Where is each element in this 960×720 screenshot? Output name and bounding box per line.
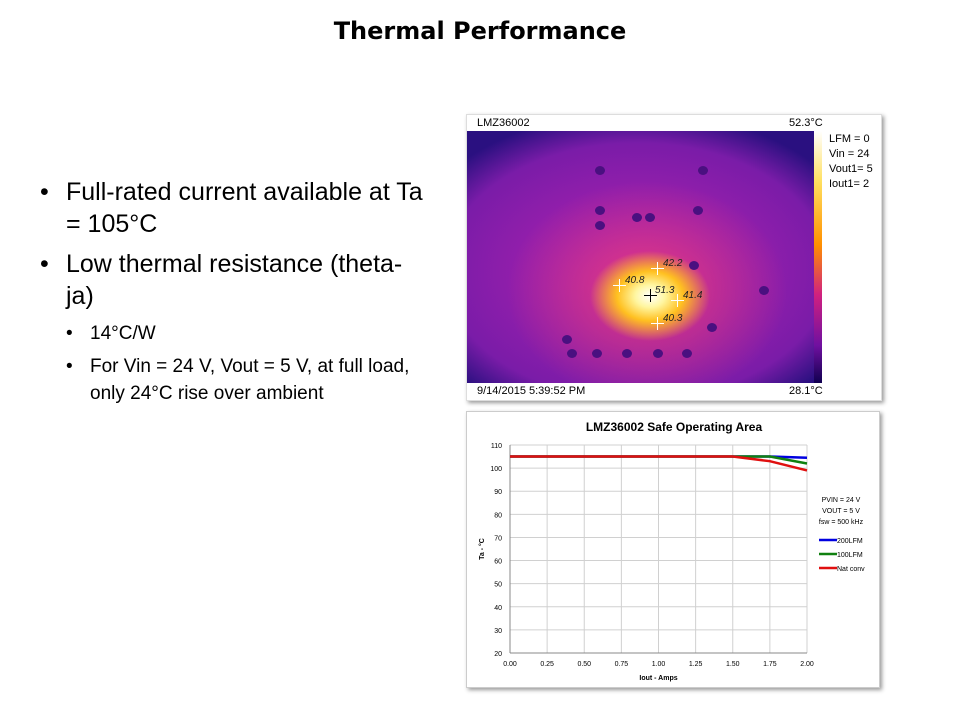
- chart-svg: LMZ36002 Safe Operating Area 0.00 0.25 0.50…: [478, 420, 865, 682]
- thermal-image: 51.3 42.2 40.8 41.4 40.3: [467, 131, 814, 383]
- annotation: fsw = 500 kHz: [819, 519, 864, 526]
- y-tick-label: 50: [494, 582, 502, 589]
- y-tick-label: 110: [491, 443, 502, 450]
- bullet: Low thermal resistance (theta-ja): [40, 248, 430, 312]
- x-tick-label: 0.50: [577, 661, 591, 668]
- bullet: Full-rated current available at Ta = 105…: [40, 176, 430, 240]
- y-axis-label: Ta - °C: [478, 538, 486, 560]
- x-tick-label: 0.00: [503, 661, 517, 668]
- condition: Vout1= 5: [829, 163, 873, 175]
- marker: [651, 317, 664, 330]
- slide-title: Thermal Performance: [333, 17, 627, 45]
- y-tick-label: 40: [494, 605, 502, 612]
- y-tick-label: 80: [494, 512, 502, 519]
- y-tick-label: 70: [494, 535, 502, 542]
- y-tick-label: 60: [494, 559, 502, 566]
- marker: [651, 262, 664, 275]
- y-tick-label: 90: [494, 489, 502, 496]
- marker: [671, 294, 684, 307]
- x-axis-label: Iout - Amps: [639, 675, 677, 682]
- chart-title: LMZ36002 Safe Operating Area: [586, 420, 763, 434]
- legend-label: 200LFM: [837, 538, 863, 545]
- x-tick-label: 1.25: [689, 661, 703, 668]
- legend-label: Nat conv: [837, 566, 865, 573]
- timestamp: 9/14/2015 5:39:52 PM: [477, 385, 586, 397]
- device-label: LMZ36002: [477, 117, 530, 129]
- bullet-list: Full-rated current available at Ta = 105…: [40, 176, 430, 413]
- color-scale-bar: [814, 131, 822, 383]
- x-tick-label: 1.75: [763, 661, 777, 668]
- sub-bullet: 14°C/W: [40, 320, 430, 347]
- annotation: PVIN = 24 V: [822, 497, 861, 504]
- x-tick-label: 1.50: [726, 661, 740, 668]
- y-tick-label: 100: [490, 466, 502, 473]
- x-tick-label: 0.75: [615, 661, 629, 668]
- y-tick-label: 30: [494, 628, 502, 635]
- condition: Vin = 24: [829, 148, 870, 160]
- condition: LFM = 0: [829, 133, 870, 145]
- series-line: [510, 455, 808, 472]
- annotation: VOUT = 5 V: [822, 508, 860, 515]
- min-temp: 28.1°C: [789, 385, 823, 397]
- x-tick-label: 1.00: [652, 661, 666, 668]
- x-tick-label: 2.00: [800, 661, 814, 668]
- marker: [613, 279, 626, 292]
- thermal-image-panel: LMZ36002 52.3°C 51.3 42.2 40.8 41.4 40.3…: [466, 114, 882, 401]
- marker-max: [644, 289, 657, 302]
- condition: Iout1= 2: [829, 178, 870, 190]
- y-tick-label: 20: [494, 651, 502, 658]
- max-temp: 52.3°C: [789, 117, 823, 129]
- sub-bullet: For Vin = 24 V, Vout = 5 V, at full load…: [40, 353, 430, 407]
- legend-label: 100LFM: [837, 552, 863, 559]
- soa-chart: LMZ36002 Safe Operating Area 0.00 0.25 0.50…: [466, 411, 880, 688]
- x-tick-label: 0.25: [540, 661, 554, 668]
